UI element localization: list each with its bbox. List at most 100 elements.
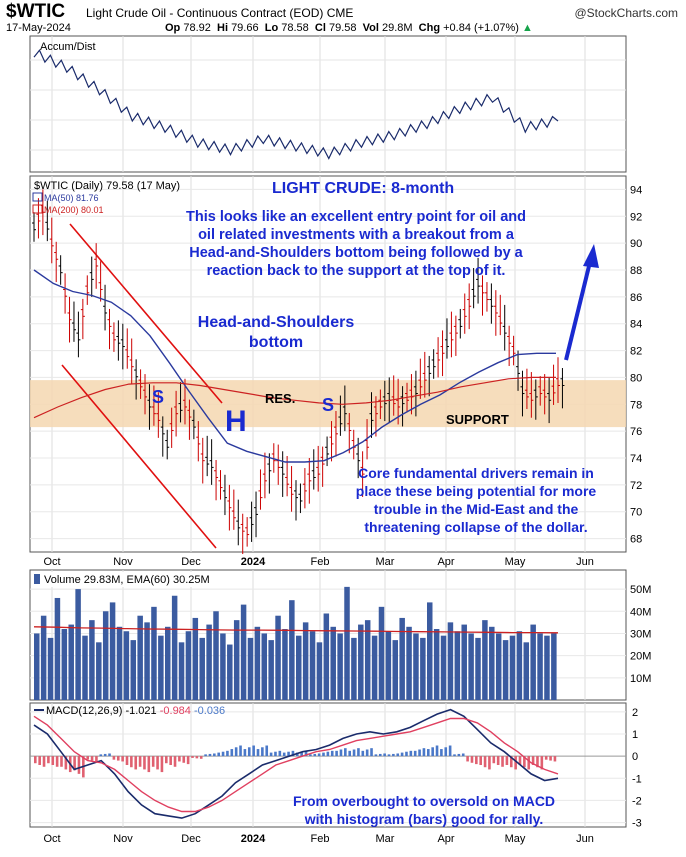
macd-histogram-bar: [352, 749, 356, 757]
macd-histogram-bar: [444, 747, 448, 757]
macd-histogram-bar: [121, 756, 124, 762]
macd-histogram-bar: [191, 756, 194, 758]
macd-histogram-bar: [326, 751, 330, 757]
macd-tick-label: 2: [632, 707, 638, 719]
up-arrow-shaft: [564, 261, 592, 361]
volume-bar: [358, 624, 364, 700]
volume-bar: [337, 633, 343, 700]
volume-bar: [544, 635, 550, 700]
volume-bar: [123, 631, 130, 700]
volume-bar: [433, 629, 440, 700]
macd-histogram-bar: [514, 756, 517, 770]
macd-histogram-bar: [374, 754, 378, 757]
macd-histogram-bar: [99, 754, 103, 757]
volume-bar: [551, 633, 557, 700]
macd-histogram-bar: [296, 752, 299, 757]
volume-bar: [344, 586, 350, 700]
volume-bar: [213, 611, 219, 700]
volume-bar: [151, 606, 157, 700]
macd-histogram-bar: [317, 753, 321, 757]
volume-bar: [302, 622, 309, 700]
subtitle: Light Crude Oil - Continuous Contract (E…: [86, 6, 354, 20]
volume-bar: [454, 631, 461, 700]
macd-histogram-bar: [365, 749, 369, 757]
volume-bar: [68, 624, 74, 700]
macd-histogram-bar: [217, 752, 220, 757]
y-tick-label: 80: [630, 372, 642, 384]
x-tick-label: Oct: [43, 556, 60, 568]
volume-bar: [282, 629, 288, 700]
y-tick-label: 70: [630, 507, 642, 519]
y-tick-label: 82: [630, 346, 642, 358]
volume-bar: [233, 620, 240, 700]
macd-line: [33, 708, 559, 819]
macd-histogram-bar: [103, 753, 107, 757]
ma200-legend-swatch: [32, 204, 43, 214]
macd-histogram-bar: [378, 753, 382, 757]
volume-bar: [475, 637, 481, 700]
volume-bar: [61, 629, 68, 700]
macd-histogram-bar: [199, 756, 203, 759]
volume-bar: [468, 633, 474, 700]
volume-bar: [137, 615, 143, 700]
volume-bar: [316, 642, 323, 700]
macd-histogram-bar: [330, 750, 334, 757]
volume-bar: [220, 633, 226, 700]
up-arrow-icon: ▲: [522, 22, 533, 34]
annotation-line: oil related investments with a breakout …: [198, 227, 515, 243]
macd-histogram-bar: [47, 756, 50, 764]
macd-histogram-bar: [505, 756, 509, 765]
ma50-legend-swatch: [32, 192, 43, 202]
volume-bar: [116, 626, 123, 700]
x-tick-label: Dec: [181, 556, 201, 568]
macd-histogram-bar: [269, 752, 273, 757]
head-label: H: [225, 405, 247, 438]
volume-bar: [47, 637, 54, 700]
macd-histogram-bar: [252, 745, 255, 757]
volume-bar: [130, 640, 137, 700]
macd-histogram-bar: [134, 756, 138, 770]
macd-histogram-bar: [531, 756, 535, 765]
volume-tick-label: 20M: [630, 651, 651, 663]
macd-signal-line: [33, 715, 559, 813]
macd-histogram-bar: [448, 745, 452, 757]
macd-histogram-bar: [400, 752, 404, 757]
macd-histogram-bar: [322, 752, 325, 757]
macd-histogram-bar: [204, 754, 207, 757]
volume-bar: [227, 644, 233, 700]
volume-bar: [447, 622, 454, 700]
macd-tick-label: -1: [632, 773, 642, 785]
volume-tick-label: 50M: [630, 584, 651, 596]
macd-histogram-bar: [549, 756, 552, 761]
volume-bar: [351, 637, 357, 700]
annotation-line: reaction back to the support at the top …: [207, 263, 506, 279]
resistance-label: RES.: [265, 391, 295, 406]
x-tick-label-bottom: Apr: [437, 833, 454, 845]
volume-bar: [516, 631, 523, 700]
macd-histogram-bar: [42, 756, 46, 767]
x-tick-label-bottom: Oct: [43, 833, 60, 845]
macd-panel-frame: [29, 702, 627, 828]
fundamentals-line: place these being potential for more: [356, 483, 597, 499]
macd-title: MACD(12,26,9) -1.021 -0.984 -0.036: [46, 705, 225, 717]
x-tick-label: Nov: [113, 556, 133, 568]
volume-bar: [330, 626, 336, 700]
macd-histogram-bar: [335, 750, 338, 757]
macd-histogram-bar: [313, 753, 317, 757]
macd-histogram-bar: [112, 756, 116, 760]
volume-bar: [261, 633, 268, 700]
macd-histogram-bar: [182, 756, 186, 763]
macd-tick-label: 1: [632, 729, 638, 741]
macd-histogram-bar: [453, 754, 456, 757]
volume-bar: [247, 637, 254, 700]
volume-tick-label: 40M: [630, 606, 651, 618]
channel-top-line: [69, 223, 223, 404]
macd-histogram-bar: [461, 753, 465, 757]
fundamentals-line: trouble in the Mid-East and the: [374, 501, 579, 517]
y-tick-label: 86: [630, 292, 642, 304]
volume-bar: [364, 620, 371, 700]
volume-title: Volume 29.83M, EMA(60) 30.25M: [44, 574, 210, 586]
y-tick-label: 74: [630, 453, 642, 465]
macd-histogram-bar: [387, 754, 391, 757]
macd-histogram-bar: [370, 748, 373, 757]
